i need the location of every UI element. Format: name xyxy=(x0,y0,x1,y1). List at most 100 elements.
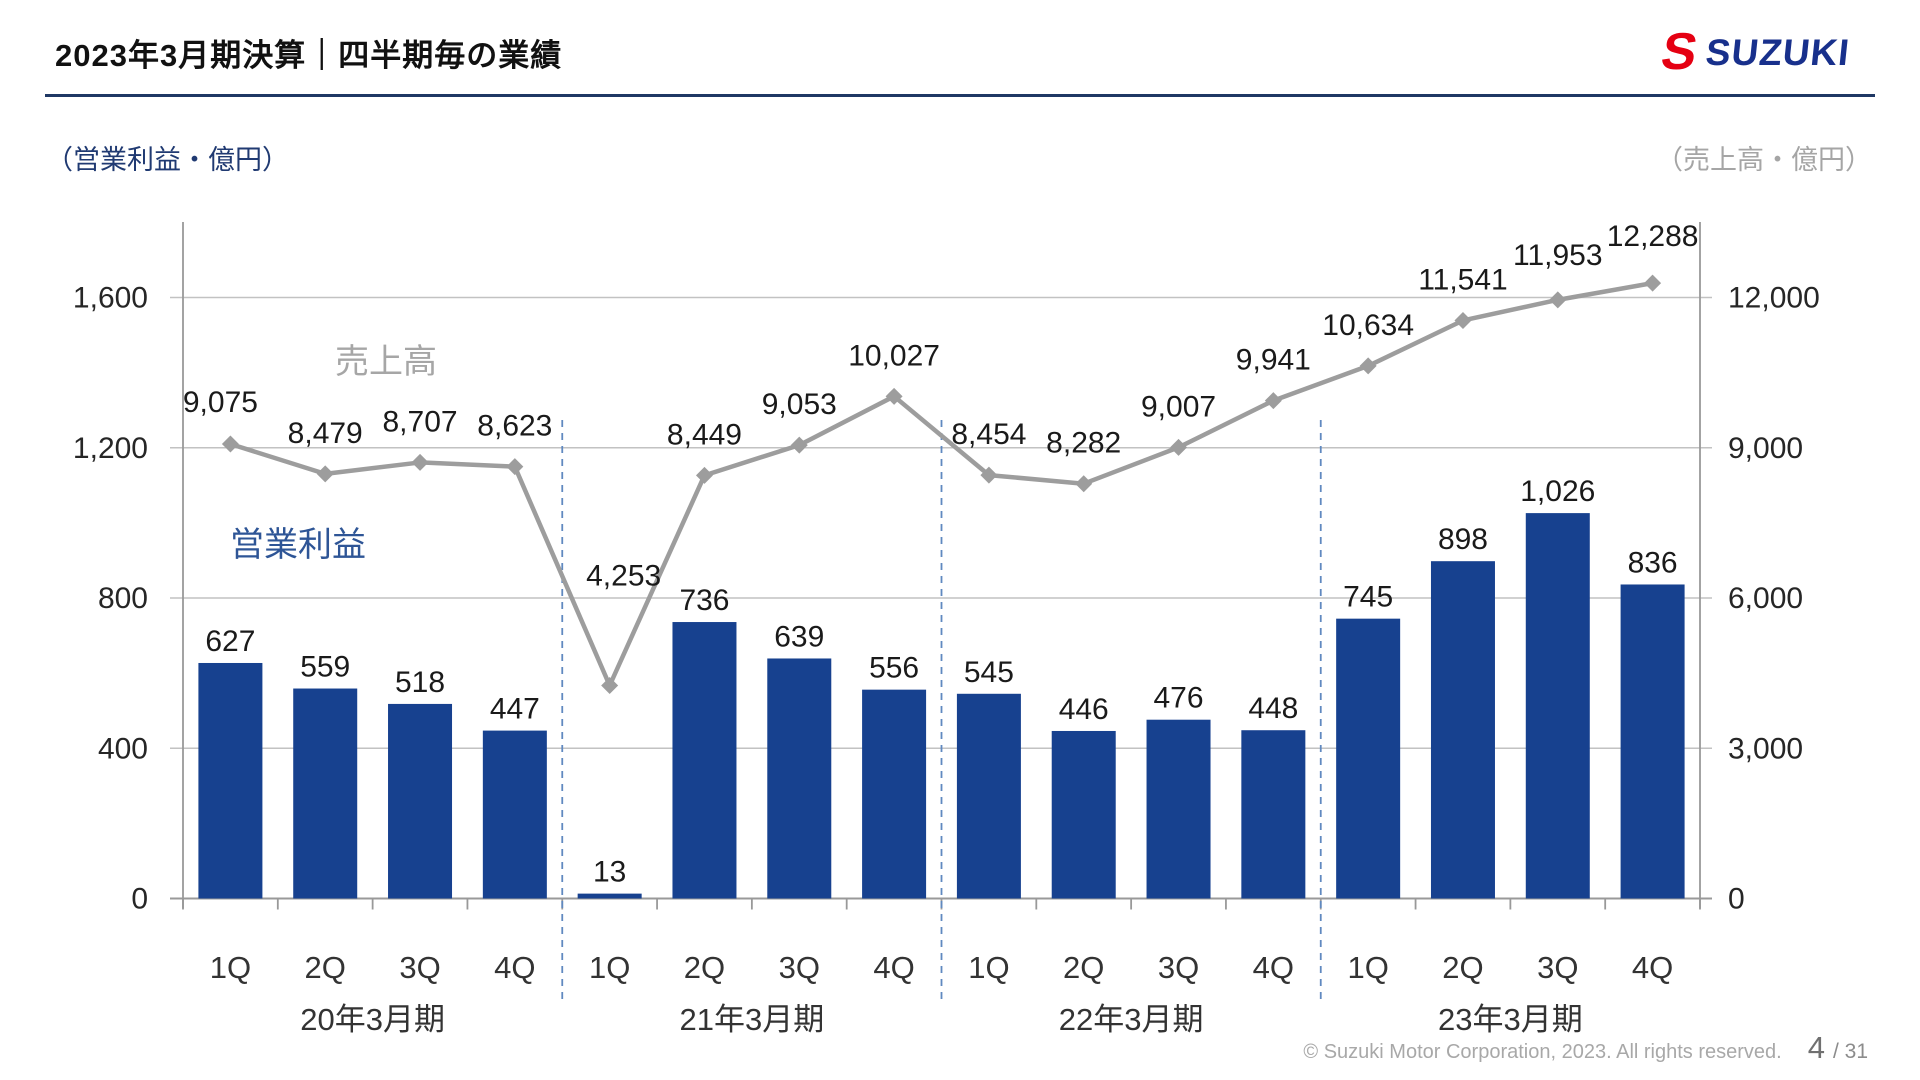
page-number: 4 xyxy=(1807,1030,1825,1065)
bar-value-label: 898 xyxy=(1438,523,1488,556)
title-divider xyxy=(45,94,1875,97)
operating-profit-bar xyxy=(482,730,547,899)
operating-profit-bar xyxy=(767,658,832,899)
net-sales-marker xyxy=(1359,357,1377,375)
net-sales-series-label: 売上高 xyxy=(335,343,437,381)
line-value-label: 9,075 xyxy=(183,386,258,419)
net-sales-marker xyxy=(506,458,524,476)
line-value-label: 4,253 xyxy=(586,559,661,592)
bar-value-label: 559 xyxy=(300,651,350,684)
net-sales-marker xyxy=(885,387,903,405)
fiscal-year-label: 23年3月期 xyxy=(1438,1002,1583,1037)
bar-value-label: 627 xyxy=(205,625,255,658)
bar-value-label: 1,026 xyxy=(1520,475,1595,508)
bar-value-label: 745 xyxy=(1343,581,1393,614)
bar-value-label: 518 xyxy=(395,666,445,699)
y-axis-label-left: 1,600 xyxy=(73,282,148,315)
line-value-label: 9,007 xyxy=(1141,390,1216,423)
quarter-label: 2Q xyxy=(684,950,725,985)
right-axis-title: （売上高・億円） xyxy=(1656,145,1872,175)
net-sales-marker xyxy=(695,466,713,484)
copyright-text: © Suzuki Motor Corporation, 2023. All ri… xyxy=(1303,1041,1782,1063)
net-sales-marker xyxy=(1644,274,1662,292)
page-indicator: 4 / 31 xyxy=(1808,1030,1868,1066)
line-value-label: 8,707 xyxy=(382,405,457,438)
quarter-label: 2Q xyxy=(1063,950,1104,985)
operating-profit-bar xyxy=(1525,513,1590,899)
operating-profit-bar xyxy=(293,688,358,899)
y-axis-label-right: 0 xyxy=(1728,883,1745,916)
bar-value-label: 639 xyxy=(774,620,824,653)
net-sales-marker xyxy=(1075,475,1093,493)
net-sales-marker xyxy=(1454,311,1472,329)
line-value-label: 10,634 xyxy=(1322,309,1414,342)
bar-value-label: 545 xyxy=(964,656,1014,689)
net-sales-marker xyxy=(221,435,239,453)
fiscal-year-label: 20年3月期 xyxy=(300,1002,445,1037)
bar-value-label: 447 xyxy=(490,693,540,726)
quarter-label: 2Q xyxy=(305,950,346,985)
operating-profit-bar xyxy=(1620,584,1685,899)
quarter-label: 3Q xyxy=(1537,950,1578,985)
bar-value-label: 836 xyxy=(1628,546,1678,579)
net-sales-marker xyxy=(790,436,808,454)
page-total: / 31 xyxy=(1832,1040,1868,1063)
quarter-label: 3Q xyxy=(399,950,440,985)
y-axis-label-left: 0 xyxy=(131,883,148,916)
line-value-label: 11,953 xyxy=(1513,239,1603,272)
quarter-label: 1Q xyxy=(589,950,630,985)
net-sales-marker xyxy=(411,453,429,471)
operating-profit-bar xyxy=(1430,561,1495,899)
operating-profit-bar xyxy=(1241,730,1306,899)
quarter-label: 3Q xyxy=(1158,950,1199,985)
net-sales-marker xyxy=(980,466,998,484)
line-value-label: 10,027 xyxy=(848,339,940,372)
y-axis-label-right: 12,000 xyxy=(1728,282,1820,315)
operating-profit-bar xyxy=(1051,730,1116,899)
net-sales-marker xyxy=(1264,392,1282,410)
operating-profit-bar xyxy=(577,893,642,899)
quarter-label: 4Q xyxy=(1632,950,1673,985)
net-sales-marker xyxy=(1549,291,1567,309)
left-axis-title: （営業利益・億円） xyxy=(46,145,289,175)
operating-profit-bar xyxy=(862,689,927,899)
y-axis-label-right: 3,000 xyxy=(1728,732,1803,765)
net-sales-marker xyxy=(601,676,619,694)
quarter-label: 1Q xyxy=(210,950,251,985)
bar-value-label: 476 xyxy=(1154,682,1204,715)
y-axis-label-left: 800 xyxy=(98,582,148,615)
y-axis-label-left: 400 xyxy=(98,732,148,765)
operating-profit-bar xyxy=(388,703,453,899)
line-value-label: 11,541 xyxy=(1418,263,1508,296)
quarter-label: 1Q xyxy=(968,950,1009,985)
operating-profit-bar xyxy=(672,622,737,899)
quarter-label: 1Q xyxy=(1347,950,1388,985)
line-value-label: 8,479 xyxy=(288,417,363,450)
y-axis-label-right: 9,000 xyxy=(1728,432,1803,465)
operating-profit-series-label: 営業利益 xyxy=(230,526,366,564)
line-value-label: 8,449 xyxy=(667,418,742,451)
bar-value-label: 446 xyxy=(1059,693,1109,726)
operating-profit-bar xyxy=(1336,618,1401,899)
y-axis-label-right: 6,000 xyxy=(1728,582,1803,615)
net-sales-line xyxy=(229,280,1653,688)
operating-profit-bar xyxy=(198,662,263,899)
fiscal-year-label: 21年3月期 xyxy=(680,1002,825,1037)
footer: © Suzuki Motor Corporation, 2023. All ri… xyxy=(1303,1030,1868,1066)
y-axis-label-left: 1,200 xyxy=(73,432,148,465)
line-value-label: 8,623 xyxy=(477,410,552,443)
bar-value-label: 448 xyxy=(1248,692,1298,725)
net-sales-marker xyxy=(316,465,334,483)
bar-value-label: 736 xyxy=(679,584,729,617)
quarter-label: 3Q xyxy=(779,950,820,985)
operating-profit-bar xyxy=(1146,719,1211,899)
quarter-label: 4Q xyxy=(873,950,914,985)
bar-value-label: 556 xyxy=(869,652,919,685)
bar-value-label: 13 xyxy=(593,856,626,889)
fiscal-year-label: 22年3月期 xyxy=(1059,1002,1204,1037)
line-value-label: 12,288 xyxy=(1607,220,1699,253)
page-title: 2023年3月期決算｜四半期毎の業績 xyxy=(55,38,563,73)
quarter-label: 2Q xyxy=(1442,950,1483,985)
quarter-label: 4Q xyxy=(494,950,535,985)
line-value-label: 8,282 xyxy=(1046,427,1121,460)
